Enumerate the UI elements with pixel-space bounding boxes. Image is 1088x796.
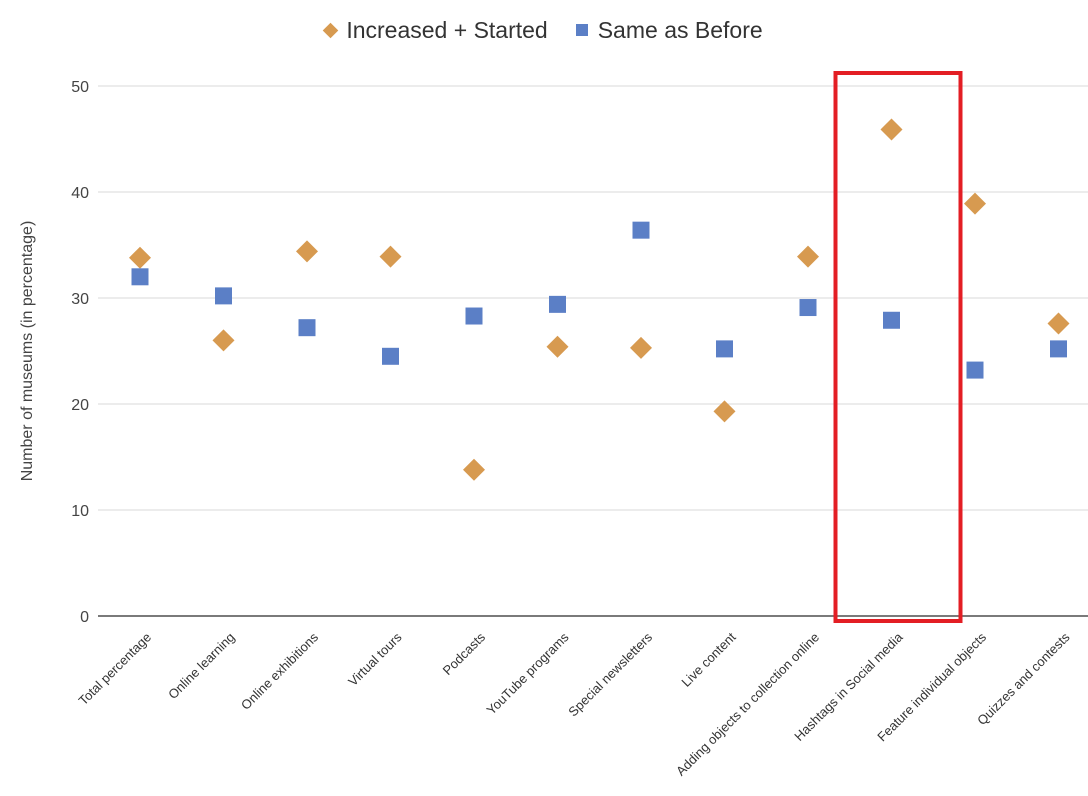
- same-as-before-point: [382, 347, 399, 365]
- increased-started-point: [880, 118, 903, 141]
- y-tick-label: 50: [71, 79, 89, 96]
- increased-started-point: [630, 336, 652, 359]
- y-tick-label: 40: [71, 185, 89, 202]
- same-as-before-point: [215, 287, 232, 305]
- increased-started-point: [379, 245, 402, 268]
- x-tick-label: YouTube programs: [484, 629, 572, 717]
- x-tick-label: Adding objects to collection online: [673, 630, 822, 779]
- legend-label: Increased + Started: [346, 16, 548, 43]
- x-tick-label: Total percentage: [76, 630, 155, 709]
- x-tick-label: Podcasts: [440, 629, 489, 678]
- y-tick-label: 0: [80, 609, 89, 626]
- legend-item-increased-started: Increased + Started: [323, 16, 548, 44]
- same-as-before-point: [131, 268, 149, 286]
- increased-started-point: [546, 335, 569, 358]
- increased-started-point: [964, 192, 986, 215]
- legend-label: Same as Before: [597, 16, 763, 43]
- same-as-before-point: [549, 295, 566, 313]
- square-marker-icon: [575, 24, 588, 36]
- x-tick-label: Quizzes and contests: [974, 629, 1073, 728]
- y-axis-title: Number of museums (in percentage): [19, 221, 36, 482]
- increased-started-point: [463, 458, 485, 481]
- same-as-before-point: [716, 340, 733, 358]
- increased-started-point: [1047, 312, 1070, 335]
- legend: Increased + Started Same as Before: [0, 14, 1088, 46]
- same-as-before-point: [883, 311, 900, 329]
- increased-started-point: [296, 240, 318, 263]
- increased-started-point: [713, 400, 736, 423]
- x-tick-label: Special newsletters: [565, 629, 655, 719]
- y-tick-label: 10: [71, 503, 89, 520]
- same-as-before-point: [966, 361, 984, 379]
- legend-item-same-as-before: Same as Before: [575, 16, 763, 44]
- x-tick-label: Live content: [678, 629, 738, 689]
- same-as-before-point: [632, 221, 650, 239]
- y-tick-label: 30: [71, 291, 89, 308]
- same-as-before-point: [1050, 340, 1067, 358]
- x-tick-label: Virtual tours: [345, 629, 405, 689]
- y-tick-label: 20: [71, 397, 89, 414]
- same-as-before-point: [298, 319, 316, 337]
- increased-started-point: [212, 329, 235, 352]
- same-as-before-point: [465, 307, 483, 325]
- x-tick-label: Online exhibitions: [238, 629, 322, 713]
- increased-started-point: [797, 245, 819, 268]
- same-as-before-point: [799, 299, 817, 317]
- highlight-box: [833, 71, 963, 623]
- x-tick-label: Online learning: [165, 630, 237, 702]
- increased-started-point: [129, 246, 151, 269]
